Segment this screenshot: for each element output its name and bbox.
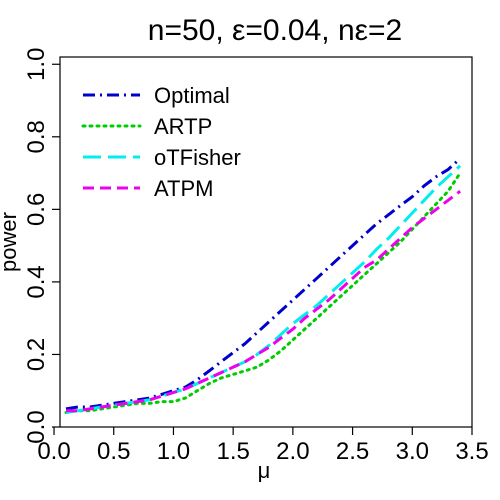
x-tick-label: 0.5 xyxy=(97,438,130,465)
legend-label-optimal: Optimal xyxy=(154,83,230,108)
series-line-atpm xyxy=(66,190,462,413)
x-axis: 0.0 0.5 1.0 1.5 2.0 2.5 3.0 3.5 xyxy=(37,427,489,465)
x-axis-label: μ xyxy=(258,458,271,483)
x-tick-label: 3.5 xyxy=(455,438,488,465)
legend-label-otfisher: oTFisher xyxy=(154,145,241,170)
series-layer xyxy=(64,157,462,414)
x-tick-label: 0.0 xyxy=(37,438,70,465)
y-tick-label: 0.4 xyxy=(23,265,50,298)
x-tick-label: 1.5 xyxy=(216,438,249,465)
x-tick-label: 3.0 xyxy=(396,438,429,465)
y-tick-label: 0.8 xyxy=(23,120,50,153)
y-tick-label: 0.2 xyxy=(23,338,50,371)
legend-label-atpm: ATPM xyxy=(154,176,213,201)
chart-title: n=50, ε=0.04, nε=2 xyxy=(148,14,402,47)
legend: Optimal ARTP oTFisher ATPM xyxy=(81,83,241,201)
y-axis: 0.0 0.2 0.4 0.6 0.8 1.0 xyxy=(23,48,60,444)
y-tick-label: 1.0 xyxy=(23,48,50,81)
series-line-artp xyxy=(64,171,462,414)
plot-frame xyxy=(59,56,473,428)
y-tick-label: 0.6 xyxy=(23,193,50,226)
series-line-otfisher xyxy=(65,164,462,414)
x-tick-label: 2.5 xyxy=(336,438,369,465)
x-tick-label: 1.0 xyxy=(157,438,190,465)
legend-label-artp: ARTP xyxy=(154,114,212,139)
y-axis-label: power xyxy=(0,212,21,272)
x-tick-label: 2.0 xyxy=(276,438,309,465)
series-line-optimal xyxy=(65,157,462,411)
y-tick-label: 0.0 xyxy=(23,410,50,443)
